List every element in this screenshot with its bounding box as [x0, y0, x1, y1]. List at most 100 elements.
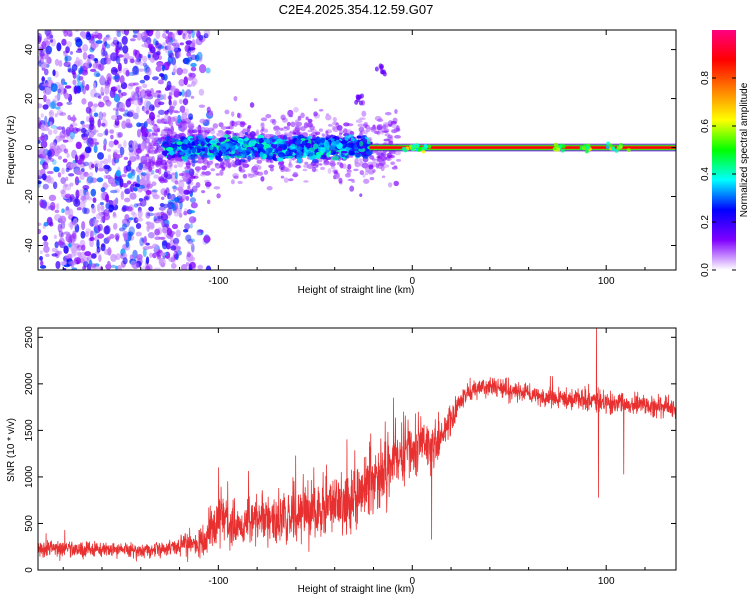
- spectrogram-noise-cell: [52, 159, 57, 166]
- spectrogram-noise-cell: [147, 245, 154, 249]
- spectrogram-haze-cell: [373, 130, 380, 135]
- spectrogram-noise-cell: [172, 185, 177, 193]
- spectrogram-band-cell: [296, 146, 303, 151]
- spectrogram-band-cell: [344, 135, 349, 141]
- spectrogram-noise-cell: [63, 148, 69, 154]
- spectrogram-noise-cell: [189, 116, 193, 121]
- spectrogram-noise-cell: [125, 206, 133, 212]
- spectrogram-band-cell: [320, 137, 325, 144]
- spectrogram-noise-cell: [121, 218, 127, 225]
- carrier-blob: [561, 144, 566, 149]
- spectrogram-noise-cell: [198, 35, 206, 43]
- spectrogram-noise-cell: [156, 137, 162, 145]
- spectrogram-noise-cell: [100, 122, 106, 127]
- spectrogram-haze-cell: [377, 118, 384, 123]
- spectrogram-haze-cell: [321, 133, 325, 137]
- spectrogram-noise-cell: [88, 108, 93, 117]
- spectrogram-haze-cell: [145, 110, 150, 115]
- spectrogram-noise-cell: [171, 85, 176, 90]
- spectrogram-carrier: [354, 63, 676, 154]
- spectrogram-haze-cell: [320, 166, 326, 171]
- spectrogram-band-cell: [246, 148, 252, 152]
- spectrogram-noise-cell: [190, 202, 198, 209]
- spectrogram-noise-cell: [170, 263, 177, 269]
- spectrogram-noise-cell: [159, 73, 165, 77]
- spectrogram-noise-cell: [82, 51, 88, 60]
- spectrogram-noise-cell: [147, 43, 154, 49]
- spectrogram-haze-cell: [376, 158, 383, 162]
- figure-title: C2E4.2025.354.12.59.G07: [279, 2, 434, 17]
- spectrogram-noise-cell: [113, 140, 119, 145]
- spectrogram-band-cell: [320, 147, 326, 154]
- spectrogram-haze-cell: [228, 125, 234, 130]
- spectrogram-noise-cell: [154, 228, 161, 236]
- spectrogram-noise-cell: [185, 262, 190, 267]
- spectrogram-haze-cell: [288, 161, 292, 167]
- spectrogram-haze-cell: [365, 127, 371, 133]
- spectrogram-noise-cell: [113, 36, 118, 44]
- spectrogram-y-tick-label: -20: [24, 189, 35, 204]
- spectrogram-band-cell: [208, 154, 216, 158]
- spectrogram-noise-cell: [165, 242, 171, 250]
- spectrogram-noise-cell: [76, 49, 82, 53]
- spectrogram-noise-cell: [67, 114, 72, 121]
- spectrogram-noise-cell: [197, 264, 204, 270]
- spectrogram-noise-cell: [153, 248, 159, 252]
- spectrogram-noise-cell: [85, 115, 90, 122]
- spectrogram-band-cell: [244, 137, 249, 142]
- spectrogram-noise-cell: [58, 60, 63, 67]
- spectrogram-noise-cell: [161, 196, 165, 200]
- snr-x-tick-label: 0: [409, 576, 415, 587]
- spectrogram-haze-cell: [160, 136, 166, 140]
- colorbar: 0.0 0.2 0.4 0.6 0.8 Normalized spectral ampl…: [700, 30, 750, 277]
- spectrogram-haze-cell: [148, 134, 155, 140]
- spectrogram-noise-cell: [90, 140, 94, 148]
- spectrogram-noise-cell: [147, 54, 151, 59]
- spectrogram-noise-cell: [136, 174, 140, 184]
- spectrogram-haze-cell: [282, 117, 288, 123]
- spectrogram-noise-cell: [172, 68, 176, 75]
- carrier-blob: [608, 143, 613, 148]
- spectrogram-haze-cell: [183, 172, 191, 176]
- spectrogram-noise-cell: [182, 32, 189, 41]
- spectrogram-noise-cell: [71, 267, 78, 270]
- spectrogram-haze-cell: [154, 150, 161, 154]
- spectrogram-noise-cell: [183, 76, 189, 86]
- spectrogram-haze-cell: [168, 120, 174, 127]
- spectrogram-haze-cell: [160, 159, 167, 166]
- spectrogram-haze-cell: [219, 165, 223, 169]
- spectrogram-haze-cell: [394, 109, 398, 114]
- spectrogram-haze-cell: [359, 117, 366, 121]
- spectrogram-haze-cell: [220, 125, 227, 130]
- spectrogram-noise-cell: [129, 192, 137, 200]
- spectrogram-haze-cell: [176, 116, 184, 119]
- spectrogram-noise-cell: [102, 42, 107, 52]
- spectrogram-noise-cell: [135, 147, 142, 154]
- spectrogram-noise-cell: [135, 217, 144, 222]
- spectrogram-noise-cell: [38, 55, 42, 64]
- spectrogram-noise-cell: [147, 231, 155, 239]
- spectrogram-noise-cell: [39, 51, 43, 58]
- spectrogram-noise-cell: [168, 106, 175, 114]
- spectrogram-noise-cell: [90, 88, 97, 98]
- spectrogram-haze-cell: [282, 166, 289, 172]
- spectrogram-haze-cell: [204, 181, 212, 187]
- spectrogram-noise-cell: [90, 54, 95, 61]
- spectrogram-haze-cell: [156, 127, 161, 133]
- spectrogram-noise-cell: [63, 52, 68, 57]
- spectrogram-noise-cell: [66, 41, 72, 48]
- carrier-blob: [584, 149, 589, 154]
- spectrogram-noise-cell: [100, 47, 106, 57]
- spectrogram-noise-cell: [105, 53, 109, 60]
- spectrogram-band-cell: [216, 142, 221, 146]
- spectrogram-haze-cell: [233, 121, 238, 127]
- spectrogram-noise-cell: [65, 255, 72, 259]
- spectrogram-band-cell: [265, 147, 274, 152]
- spectrogram-noise-cell: [139, 79, 146, 84]
- spectrogram-noise-cell: [97, 101, 105, 108]
- spectrogram-noise-cell: [163, 61, 170, 71]
- spectrogram-haze-cell: [305, 116, 309, 121]
- spectrogram-noise-cell: [76, 74, 81, 83]
- spectrogram-noise-cell: [185, 195, 190, 201]
